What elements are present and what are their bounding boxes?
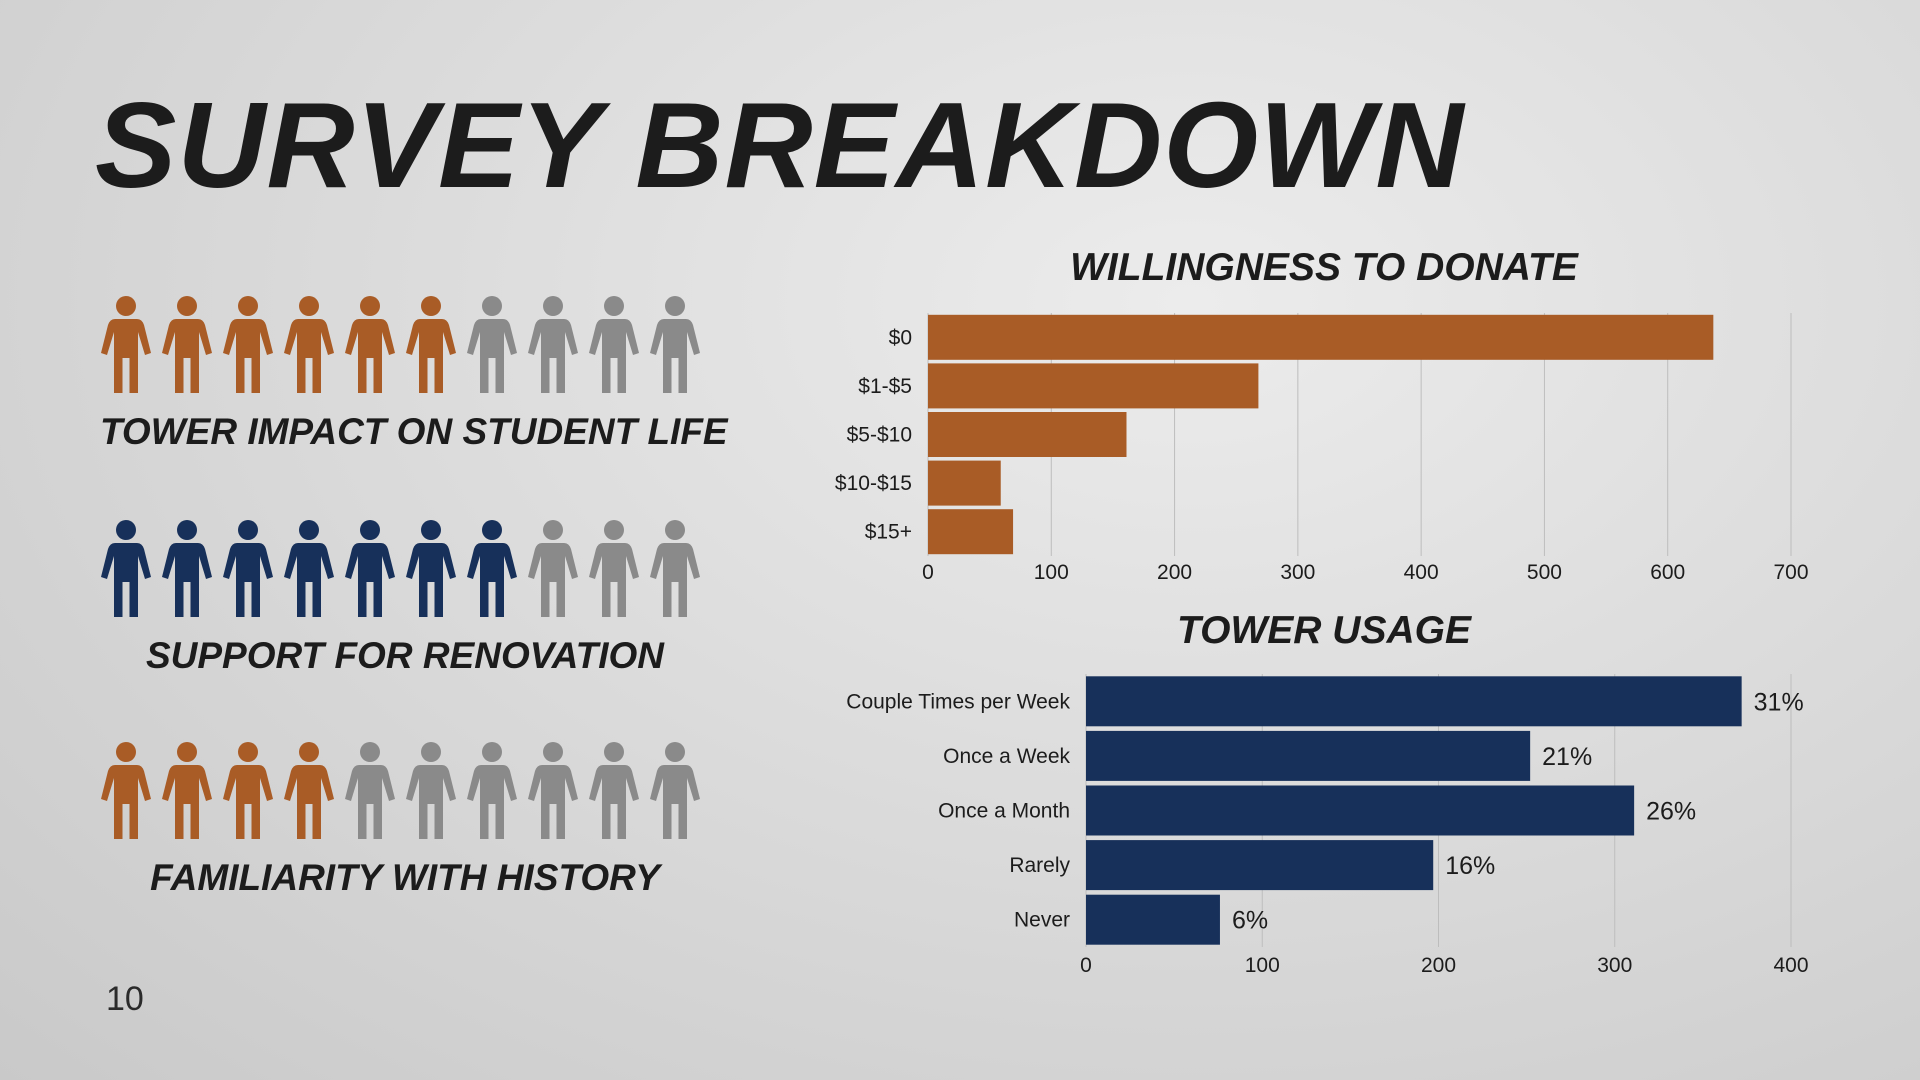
category-label: $1-$5 xyxy=(858,375,912,398)
x-tick-label: 300 xyxy=(1280,561,1315,584)
person-icon xyxy=(223,296,273,393)
category-label: $10-$15 xyxy=(835,472,912,495)
person-icon xyxy=(101,742,151,839)
person-icon xyxy=(406,296,456,393)
bar xyxy=(928,363,1259,409)
category-label: Couple Times per Week xyxy=(846,690,1070,713)
person-icon xyxy=(223,742,273,839)
data-label: 21% xyxy=(1542,743,1592,771)
bar xyxy=(928,412,1127,457)
x-tick-label: 300 xyxy=(1597,954,1632,977)
x-tick-label: 600 xyxy=(1650,561,1685,584)
category-label: Never xyxy=(1014,909,1070,932)
bar xyxy=(1086,840,1434,891)
person-icon xyxy=(650,742,700,839)
data-label: 16% xyxy=(1445,852,1495,880)
pictograph-label: FAMILIARITY WITH HISTORY xyxy=(150,857,660,898)
pictograph-renovation-support: SUPPORT FOR RENOVATION xyxy=(100,519,710,677)
person-icon xyxy=(467,520,517,617)
category-label: $0 xyxy=(889,326,912,349)
person-icon xyxy=(223,520,273,617)
x-tick-label: 400 xyxy=(1773,954,1808,977)
pictograph-label: TOWER IMPACT ON STUDENT LIFE xyxy=(100,411,728,452)
people-row xyxy=(100,519,710,621)
person-icon xyxy=(528,742,578,839)
pictograph-label: SUPPORT FOR RENOVATION xyxy=(145,635,665,676)
person-icon xyxy=(406,520,456,617)
person-icon xyxy=(589,296,639,393)
x-tick-label: 100 xyxy=(1034,561,1069,584)
bar xyxy=(1086,785,1635,836)
category-label: $5-$10 xyxy=(847,424,912,447)
person-icon xyxy=(467,296,517,393)
x-tick-label: 500 xyxy=(1527,561,1562,584)
bar xyxy=(1086,894,1220,945)
bar xyxy=(928,460,1001,506)
person-icon xyxy=(528,296,578,393)
person-icon xyxy=(162,742,212,839)
category-label: $15+ xyxy=(865,521,912,544)
person-icon xyxy=(162,520,212,617)
person-icon xyxy=(284,742,334,839)
person-icon xyxy=(650,520,700,617)
bar xyxy=(928,314,1714,360)
x-tick-label: 700 xyxy=(1773,561,1808,584)
pictograph-student-life: TOWER IMPACT ON STUDENT LIFE xyxy=(100,295,728,453)
person-icon xyxy=(345,742,395,839)
person-icon xyxy=(406,742,456,839)
x-tick-label: 0 xyxy=(1080,954,1092,977)
person-icon xyxy=(650,296,700,393)
x-tick-label: 0 xyxy=(922,561,934,584)
person-icon xyxy=(528,520,578,617)
data-label: 26% xyxy=(1646,798,1696,826)
donate-chart-title: WILLINGNESS TO DONATE xyxy=(1070,246,1578,289)
x-tick-label: 200 xyxy=(1421,954,1456,977)
data-label: 31% xyxy=(1754,688,1804,716)
bar xyxy=(1086,730,1531,781)
person-icon xyxy=(589,520,639,617)
bar xyxy=(928,509,1014,555)
category-label: Rarely xyxy=(1009,854,1070,877)
usage-chart: 0 100 200 300 400 Couple Times per Week 31% Onc… xyxy=(846,674,1809,977)
person-icon xyxy=(345,296,395,393)
donate-chart: 0 100 200 300 400 500 600 700 $0 $1-$5 $5-$10 $10-$… xyxy=(835,313,1809,584)
person-icon xyxy=(101,520,151,617)
page-number: 10 xyxy=(106,980,144,1018)
person-icon xyxy=(467,742,517,839)
x-tick-label: 100 xyxy=(1245,954,1280,977)
bar xyxy=(1086,676,1742,727)
person-icon xyxy=(345,520,395,617)
people-row xyxy=(100,295,710,397)
person-icon xyxy=(284,520,334,617)
person-icon xyxy=(101,296,151,393)
person-icon xyxy=(284,296,334,393)
page-title: SURVEY BREAKDOWN xyxy=(95,77,1465,213)
people-row xyxy=(100,741,710,843)
person-icon xyxy=(162,296,212,393)
pictograph-history-familiarity: FAMILIARITY WITH HISTORY xyxy=(100,741,710,899)
category-label: Once a Week xyxy=(943,745,1070,768)
person-icon xyxy=(589,742,639,839)
x-tick-label: 200 xyxy=(1157,561,1192,584)
x-tick-label: 400 xyxy=(1404,561,1439,584)
category-label: Once a Month xyxy=(938,800,1070,823)
usage-chart-title: TOWER USAGE xyxy=(1177,609,1471,652)
data-label: 6% xyxy=(1232,907,1268,935)
